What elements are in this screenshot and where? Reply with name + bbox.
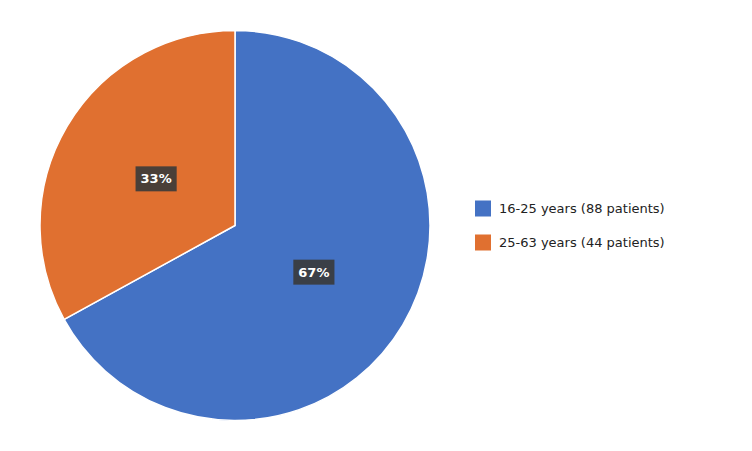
- data-label: 33%: [141, 171, 172, 186]
- legend-swatch: [475, 235, 491, 251]
- legend-label: 16-25 years (88 patients): [499, 201, 665, 216]
- data-label: 67%: [298, 265, 329, 280]
- chart: 67% 33% 16-25 years (88 patients) 25-63 yea…: [0, 0, 752, 451]
- legend: 16-25 years (88 patients) 25-63 years (44…: [475, 201, 665, 251]
- legend-swatch: [475, 201, 491, 217]
- data-labels: 67% 33%: [136, 166, 335, 284]
- pie: [40, 31, 430, 421]
- data-label-box: [136, 166, 177, 191]
- legend-item: 25-63 years (44 patients): [475, 235, 665, 251]
- slice: [40, 31, 235, 320]
- legend-label: 25-63 years (44 patients): [499, 235, 665, 250]
- data-label-box: [293, 260, 334, 285]
- legend-item: 16-25 years (88 patients): [475, 201, 665, 217]
